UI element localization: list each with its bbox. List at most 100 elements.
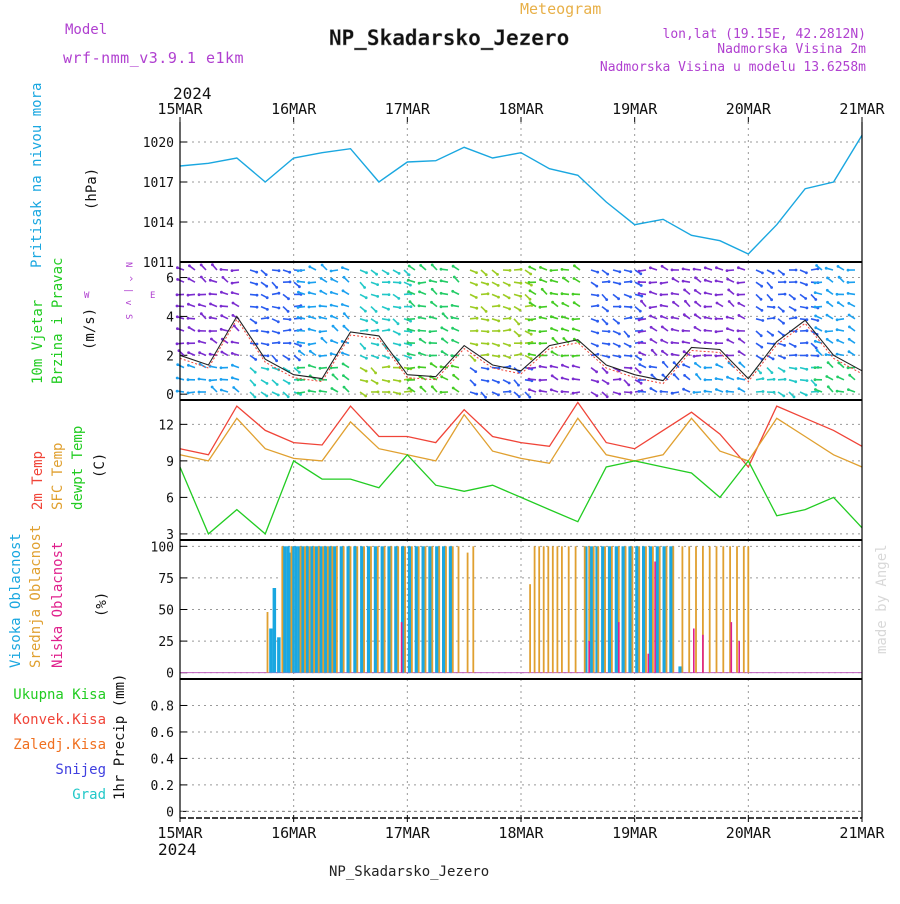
wind-arrow-head	[817, 354, 820, 357]
wind-arrow-head	[782, 395, 785, 398]
wind-arrow-head	[825, 330, 828, 333]
wind-arrow-head	[795, 281, 798, 284]
wind-arrow-head	[760, 285, 763, 288]
compass-w: W	[84, 291, 90, 301]
wind-arrow-head	[256, 294, 259, 297]
wind-arrow-head	[837, 265, 840, 268]
wind-arrow-head	[694, 301, 697, 304]
wind-arrow-head	[704, 266, 707, 269]
bottom-day-label: 18MAR	[498, 824, 544, 842]
wind-arrow-head	[388, 391, 391, 394]
wind-arrow-head	[418, 366, 421, 369]
wind-arrow-head	[806, 379, 809, 382]
mid-cloud-bar	[747, 546, 749, 672]
wind-arrow-head	[308, 389, 311, 392]
wind-arrow-head	[627, 335, 630, 338]
wind-arrow-head	[363, 286, 366, 289]
wind-arrow-head	[694, 313, 697, 316]
wind-arrow-head	[363, 347, 366, 350]
wind-arrow-head	[572, 378, 575, 381]
top-day-label: 19MAR	[612, 100, 658, 118]
wind-arrow-head	[487, 292, 490, 295]
wind-arrow-head	[825, 375, 828, 378]
mid-cloud-bar	[377, 546, 379, 672]
wind-arrow-head	[704, 341, 707, 344]
wind-arrow-head	[617, 297, 620, 300]
high-cloud-bar	[628, 546, 632, 672]
mid-cloud-bar	[547, 546, 549, 672]
wind-arrow-head	[341, 266, 344, 269]
mid-cloud-bar	[336, 546, 338, 672]
wind-arrow-head	[630, 355, 633, 358]
y-tick-label: 0.2	[151, 779, 174, 794]
wind-arrow-head	[376, 356, 379, 359]
compass-arrow-up: ^	[123, 276, 133, 282]
wind-arrow-head	[256, 329, 259, 332]
wind-arrow-head	[783, 344, 786, 347]
wind-arrow-head	[682, 280, 685, 283]
high-cloud-bar	[635, 546, 639, 672]
wind-arrow-head	[198, 293, 201, 296]
wind-arrow-head	[375, 321, 378, 324]
wind-arrow-head	[784, 378, 787, 381]
wind-arrow-head	[330, 339, 333, 342]
wind-arrow-head	[650, 338, 653, 341]
wind-arrow-head	[475, 343, 478, 346]
wind-arrow-head	[220, 389, 223, 392]
mid-cloud-bar	[659, 546, 661, 672]
wind-arrow-head	[649, 365, 652, 368]
pressure-side-label: Pritisak na nivou mora	[29, 83, 45, 268]
wind-arrow-head	[440, 305, 443, 308]
mid-cloud-bar	[452, 546, 454, 672]
wind-arrow-head	[198, 391, 201, 394]
wind-arrow-head	[266, 368, 269, 371]
wind-arrow-head	[715, 317, 718, 320]
wind-arrow-head	[398, 333, 401, 336]
wind-arrow-head	[848, 338, 851, 341]
y-tick-label: 100	[151, 540, 174, 555]
wind-arrow-head	[539, 306, 542, 309]
mid-cloud-bar	[709, 546, 711, 672]
wind-arrow-head	[596, 345, 599, 348]
high-cloud-bar	[678, 666, 682, 672]
wind-arrow-head	[330, 270, 333, 273]
y-tick-label: 0.4	[151, 752, 175, 767]
wind-arrow-head	[596, 380, 599, 383]
mid-cloud-bar	[534, 546, 536, 672]
wind-arrow-head	[638, 270, 641, 273]
wind-arrow-head	[176, 377, 179, 380]
y-tick-label: 25	[158, 635, 174, 650]
wind-arrow-head	[826, 314, 829, 317]
wind-arrow-head	[573, 277, 576, 280]
high-cloud-bar	[394, 546, 398, 672]
wind-arrow-head	[176, 278, 179, 281]
wind-arrow-head	[595, 285, 598, 288]
wind-arrow-head	[187, 378, 190, 381]
wind-arrow-head	[682, 329, 685, 332]
wind-arrow-head	[606, 273, 609, 276]
top-day-label: 15MAR	[157, 100, 203, 118]
wind-arrow-head	[550, 292, 553, 295]
wind-arrow-head	[485, 310, 488, 313]
low-cloud-bar	[731, 622, 733, 673]
wind-arrow-head	[418, 329, 421, 332]
wind-arrow-head	[561, 268, 564, 271]
wind-arrow-head	[288, 382, 291, 385]
wind-arrow-head	[795, 354, 798, 357]
cloud-mid-side-label: Srednja Oblacnost	[28, 525, 44, 668]
wind-arrow-head	[783, 370, 786, 373]
wind-arrow-head	[176, 363, 179, 366]
wind-arrow-head	[497, 381, 500, 384]
wind-arrow-head	[794, 380, 797, 383]
wind-arrow-head	[726, 390, 729, 393]
wind-arrow-head	[814, 378, 817, 381]
wind-arrow-head	[683, 289, 686, 292]
wind-arrow-head	[297, 316, 300, 319]
wind-arrow-head	[814, 291, 817, 294]
wind-arrow-head	[682, 388, 685, 391]
wind-arrow-head	[475, 393, 478, 396]
wind-arrow-head	[484, 396, 487, 399]
bottom-day-label: 21MAR	[839, 824, 885, 842]
wind-arrow-head	[638, 281, 641, 284]
high-cloud-bar	[310, 546, 314, 672]
